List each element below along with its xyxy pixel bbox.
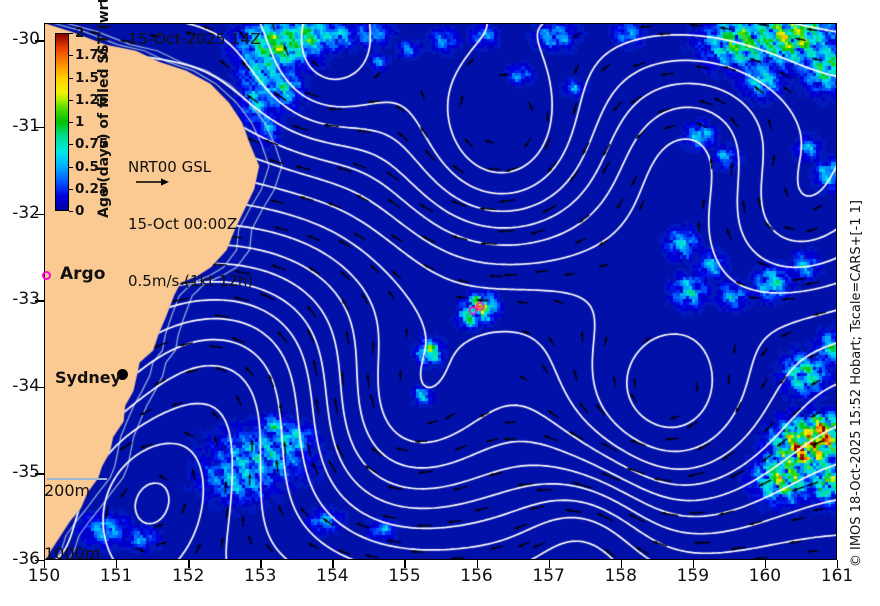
y-axis-label: -30	[12, 29, 40, 50]
bathymetry-200m-label: 200m	[44, 481, 91, 500]
colorbar-tick-label: 1.75	[75, 47, 109, 64]
x-axis-tick	[44, 560, 46, 568]
x-axis-tick	[837, 560, 839, 568]
colorbar-tick	[69, 188, 73, 190]
colorbar-tick	[69, 77, 73, 79]
x-axis-tick	[116, 560, 118, 568]
colorbar-tick-label: 0.75	[75, 136, 109, 153]
x-axis-label: 154	[316, 566, 349, 586]
x-axis-tick	[692, 560, 695, 568]
colorbar-tick	[69, 55, 73, 57]
x-axis-tick	[620, 560, 623, 568]
sst-age-heatmap-canvas[interactable]	[44, 23, 837, 560]
y-axis-tick	[35, 126, 44, 129]
colorbar-tick-label: 1.5	[75, 69, 99, 86]
y-axis-label: -35	[12, 462, 40, 483]
colorbar-tick-label: 0.5	[75, 158, 99, 175]
argo-legend-label: Argo	[60, 264, 106, 284]
x-axis-tick	[476, 560, 478, 568]
colorbar-tick-label: 1.25	[75, 91, 109, 108]
x-axis-label: 156	[460, 566, 493, 586]
x-axis-label: 153	[244, 566, 277, 586]
sydney-city-marker-icon	[117, 369, 128, 380]
x-axis-label: 160	[748, 566, 782, 586]
y-axis-label: -31	[12, 115, 40, 136]
colorbar-tick	[69, 166, 73, 168]
x-axis-tick	[260, 560, 262, 568]
current-scale-label: 0.5m/s (1kt 12h)	[128, 272, 254, 290]
x-axis-label: 159	[676, 566, 710, 586]
y-axis-tick	[35, 560, 44, 562]
bathymetry-1000m-label: 1000m	[44, 544, 101, 563]
x-axis-tick	[188, 560, 190, 568]
x-axis-label: 157	[532, 566, 565, 586]
x-axis-tick	[764, 560, 767, 568]
colorbar-tick-label: 0.25	[75, 180, 109, 197]
x-axis-label: 151	[99, 566, 133, 586]
y-axis-label: -32	[12, 202, 40, 223]
timestamp-label: 15-Oct-2025 14Z	[128, 30, 261, 48]
colorbar-tick	[69, 211, 73, 212]
bathymetry-line-sample	[47, 478, 107, 480]
colorbar-tick	[69, 144, 73, 146]
bathymetry-legend: 200m 1000m	[44, 438, 100, 606]
map-plot-area[interactable]	[44, 23, 837, 560]
colorbar-title: Age (days) of filled SST (wrt latest)	[96, 0, 112, 218]
y-axis-label: -33	[12, 289, 40, 310]
y-axis-label: -36	[12, 549, 40, 569]
x-axis-tick	[404, 560, 406, 568]
y-axis-tick	[35, 386, 44, 389]
y-axis-tick	[35, 473, 44, 475]
x-axis-label: 161	[820, 566, 854, 586]
velocity-scale-arrow-icon	[136, 178, 169, 186]
x-axis-tick	[548, 560, 551, 568]
colorbar-tick-label: 2	[75, 25, 85, 41]
current-time-label: 15-Oct 00:00Z	[128, 215, 238, 233]
colorbar-tick	[69, 33, 73, 34]
y-axis-tick	[35, 40, 44, 42]
current-overlay-info: NRT00 GSL 15-Oct 00:00Z 0.5m/s (1kt 12h)	[128, 120, 253, 329]
x-axis-label: 155	[388, 566, 421, 586]
y-axis-tick	[35, 213, 44, 215]
sydney-city-label: Sydney	[55, 368, 122, 387]
x-axis-label: 150	[27, 566, 61, 586]
colorbar-tick	[69, 122, 73, 123]
colorbar-tick-label: 1	[75, 114, 85, 130]
x-axis-tick	[332, 560, 334, 568]
colorbar-gradient	[55, 33, 69, 211]
colorbar-tick-label: 0	[75, 203, 85, 219]
y-axis-label: -34	[12, 375, 40, 396]
argo-legend-marker-icon	[42, 271, 51, 280]
colorbar-tick	[69, 99, 73, 101]
x-axis-label: 152	[171, 566, 205, 586]
copyright-credit: © IMOS 18-Oct-2025 15:52 Hobart; Tscale=…	[849, 200, 864, 568]
current-product-label: NRT00 GSL	[128, 158, 212, 176]
y-axis-tick	[35, 300, 44, 302]
x-axis-label: 158	[604, 566, 637, 586]
